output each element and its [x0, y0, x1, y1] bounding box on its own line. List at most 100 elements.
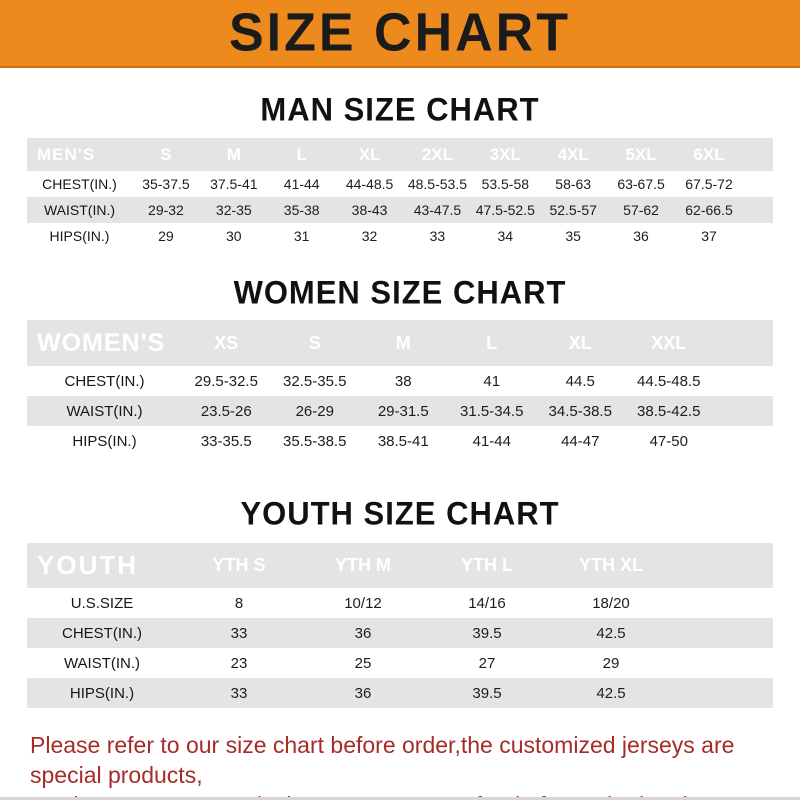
table-cell: 44.5-48.5 — [637, 372, 701, 390]
table-cell: 29-31.5 — [377, 402, 429, 420]
table-cell: 38.5-41 — [377, 432, 429, 450]
table-header-row: YOUTH YTH S YTH M YTH L YTH XL — [27, 543, 773, 588]
table-cell: 18/20 — [592, 594, 630, 612]
table-cell: 36 — [354, 684, 372, 702]
row-filler-cell — [673, 588, 773, 618]
row-filler-cell — [673, 648, 773, 678]
size-column-header: YTH XL — [578, 555, 643, 575]
table-cell: 32 — [361, 228, 378, 244]
table-cell: 44-48.5 — [345, 176, 394, 192]
table-cell: 47.5-52.5 — [475, 202, 535, 218]
size-column-header: L — [486, 332, 498, 353]
row-filler-cell — [743, 171, 773, 197]
table-cell: 43-47.5 — [413, 202, 462, 218]
table-cell: 26-29 — [295, 402, 334, 420]
table-row: CHEST(IN.) 35-37.5 37.5-41 41-44 44-48.5 48.5… — [27, 171, 773, 197]
table-cell: 33 — [429, 228, 446, 244]
women-section-title: WOMEN SIZE CHART — [233, 274, 567, 311]
disclaimer: Please refer to our size chart before or… — [0, 730, 800, 800]
table-corner-label: MEN'S — [37, 144, 96, 164]
table-corner-label: WOMEN'S — [37, 328, 166, 357]
header-filler-cell — [713, 320, 773, 366]
table-cell: 36 — [354, 624, 372, 642]
table-row: CHEST(IN.) 29.5-32.5 32.5-35.5 38 41 44.5 44.5… — [27, 366, 773, 396]
table-cell: 41 — [483, 372, 501, 390]
table-row: WAIST(IN.) 23 25 27 29 — [27, 648, 773, 678]
table-cell: 32.5-35.5 — [283, 372, 347, 390]
table-cell: 39.5 — [472, 624, 502, 642]
table-row: CHEST(IN.) 33 36 39.5 42.5 — [27, 618, 773, 648]
table-cell: 33 — [230, 624, 248, 642]
table-cell: 29 — [602, 654, 620, 672]
table-cell: 33 — [230, 684, 248, 702]
table-cell: 25 — [354, 654, 372, 672]
size-column-header: 4XL — [557, 144, 589, 164]
table-cell: 63-67.5 — [617, 176, 665, 192]
row-label: U.S.SIZE — [70, 594, 134, 612]
table-header-row: WOMEN'S XS S M L XL XXL — [27, 320, 773, 366]
table-cell: 42.5 — [596, 684, 626, 702]
size-column-header: L — [296, 144, 307, 164]
row-filler-cell — [713, 396, 773, 426]
size-column-header: S — [160, 144, 172, 164]
table-cell: 62-66.5 — [685, 202, 733, 218]
table-cell: 53.5-58 — [481, 176, 530, 192]
row-label: CHEST(IN.) — [64, 372, 145, 390]
size-column-header: XL — [568, 332, 592, 353]
table-cell: 27 — [478, 654, 496, 672]
banner: SIZE CHART — [0, 0, 800, 68]
women-size-table: WOMEN'S XS S M L XL XXL CHEST(IN.) 29.5-32.5 32.5… — [27, 320, 773, 456]
row-filler-cell — [713, 426, 773, 456]
table-cell: 14/16 — [468, 594, 506, 612]
women-size-section: WOMEN SIZE CHART WOMEN'S XS S M L XL XXL CHEST(… — [0, 274, 800, 456]
row-filler-cell — [743, 197, 773, 223]
table-cell: 38.5-42.5 — [637, 402, 701, 420]
table-cell: 31.5-34.5 — [460, 402, 524, 420]
table-cell: 52.5-57 — [549, 202, 597, 218]
size-column-header: 3XL — [489, 144, 521, 164]
row-label: WAIST(IN.) — [43, 202, 116, 218]
header-filler-cell — [743, 138, 773, 171]
table-cell: 58-63 — [555, 176, 592, 192]
table-cell: 35.5-38.5 — [283, 432, 347, 450]
disclaimer-line-1: Please refer to our size chart before or… — [30, 732, 735, 788]
size-column-header: M — [226, 144, 241, 164]
table-cell: 34.5-38.5 — [548, 402, 612, 420]
size-column-header: XS — [214, 332, 239, 353]
size-column-header: YTH L — [461, 555, 513, 575]
size-column-header: M — [395, 332, 411, 353]
row-label: WAIST(IN.) — [66, 402, 143, 420]
table-cell: 37.5-41 — [210, 176, 258, 192]
youth-size-table: YOUTH YTH S YTH M YTH L YTH XL U.S.SIZE 8 10/12… — [27, 543, 773, 708]
table-row: HIPS(IN.) 33 36 39.5 42.5 — [27, 678, 773, 708]
table-cell: 29 — [158, 228, 174, 244]
table-cell: 34 — [497, 228, 514, 244]
table-cell: 35 — [565, 228, 581, 244]
disclaimer-line-2: we don't accept cancel, change, teturn o… — [30, 790, 780, 800]
row-filler-cell — [673, 618, 773, 648]
row-label: HIPS(IN.) — [49, 228, 110, 244]
table-cell: 23.5-26 — [200, 402, 252, 420]
table-cell: 32-35 — [215, 202, 252, 218]
table-cell: 29-32 — [148, 202, 184, 218]
table-cell: 33-35.5 — [200, 432, 252, 450]
size-column-header: XXL — [651, 332, 687, 353]
table-cell: 41-44 — [472, 432, 511, 450]
row-filler-cell — [743, 223, 773, 249]
row-label: WAIST(IN.) — [63, 654, 141, 672]
table-cell: 57-62 — [623, 202, 659, 218]
table-cell: 38 — [394, 372, 412, 390]
table-cell: 35-37.5 — [142, 176, 190, 192]
size-column-header: 2XL — [421, 144, 454, 164]
men-section-title: MAN SIZE CHART — [260, 91, 540, 128]
row-filler-cell — [673, 678, 773, 708]
men-size-table: MEN'S S M L XL 2XL 3XL 4XL 5XL 6XL CHEST(IN.) 35-37… — [27, 138, 773, 249]
bottom-edge-strip — [0, 797, 800, 800]
table-cell: 30 — [226, 228, 242, 244]
row-filler-cell — [713, 366, 773, 396]
row-label: HIPS(IN.) — [69, 684, 135, 702]
men-size-section: MAN SIZE CHART MEN'S S M L XL 2XL 3XL 4XL 5XL 6XL… — [0, 91, 800, 249]
table-cell: 35-38 — [283, 202, 320, 218]
table-row: U.S.SIZE 8 10/12 14/16 18/20 — [27, 588, 773, 618]
